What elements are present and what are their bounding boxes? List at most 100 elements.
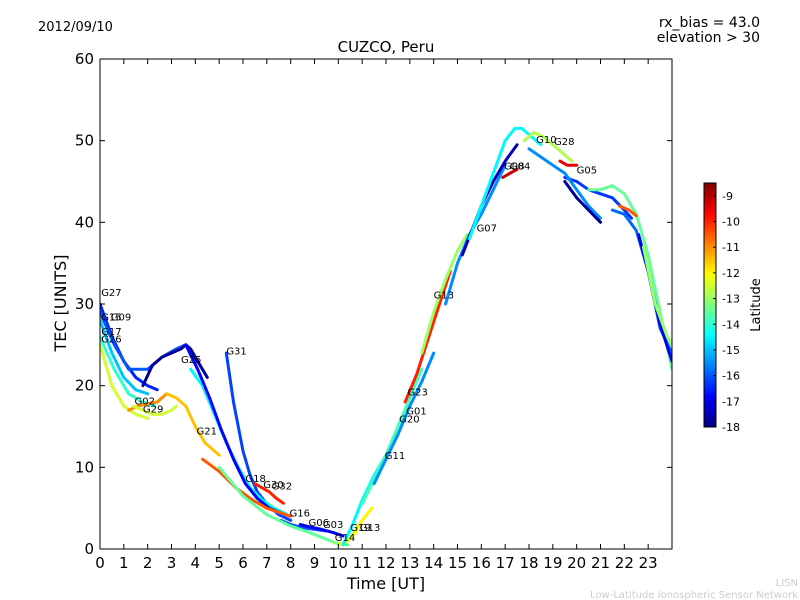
- colorbar-label: Latitude: [749, 278, 764, 332]
- satellite-label: G15: [101, 312, 121, 323]
- satellite-label: G16: [289, 508, 309, 519]
- series-line-g28-28: [522, 131, 574, 163]
- colorbar-tick-label: -10: [722, 216, 740, 229]
- y-tick-label: 20: [75, 377, 94, 395]
- y-axis-label: TEC [UNITS]: [51, 255, 70, 353]
- x-tick-label: 20: [567, 554, 586, 572]
- x-tick-label: 5: [214, 554, 224, 572]
- colorbar-tick-label: -15: [722, 344, 740, 357]
- chart-title: CUZCO, Peru: [338, 38, 435, 56]
- elevation-label: elevation > 30: [657, 30, 760, 46]
- y-tick-label: 50: [75, 132, 94, 150]
- satellite-label: G05: [577, 165, 597, 176]
- x-axis-label: Time [UT]: [346, 574, 425, 593]
- colorbar-tick-label: -14: [722, 318, 740, 331]
- satellite-label: G08: [504, 161, 524, 172]
- y-tick-label: 30: [75, 295, 94, 313]
- x-tick-label: 23: [639, 554, 658, 572]
- series-line-g15-1: [100, 318, 150, 396]
- x-tick-label: 4: [191, 554, 201, 572]
- satellite-label: G07: [477, 223, 497, 234]
- satellite-label: G27: [101, 288, 121, 299]
- series-line-g01-21: [372, 351, 436, 486]
- satellite-label: G13: [434, 290, 454, 301]
- date-label: 2012/09/10: [38, 20, 113, 35]
- satellite-label: G18: [245, 474, 265, 485]
- colorbar-tick-label: -12: [722, 267, 740, 280]
- satellite-label: G32: [272, 481, 292, 492]
- x-tick-label: 2: [143, 554, 153, 572]
- satellite-label: G13: [360, 523, 380, 534]
- satellite-label: G17: [101, 327, 121, 338]
- satellite-label: G02: [135, 396, 155, 407]
- plot-frame: [99, 58, 673, 550]
- series-line-unlabeled-30: [527, 147, 602, 220]
- satellite-label: G09: [111, 312, 131, 323]
- colorbar-tick-label: -17: [722, 395, 740, 408]
- x-tick-label: 12: [376, 554, 395, 572]
- series-line-g30-11: [184, 343, 283, 515]
- colorbar-tick-label: -18: [722, 421, 740, 434]
- series-line-g04-26: [501, 167, 519, 179]
- satellite-label: G29: [143, 405, 163, 416]
- series-line-g13-23: [420, 233, 469, 355]
- x-tick-label: 3: [167, 554, 177, 572]
- x-tick-label: 1: [119, 554, 129, 572]
- satellite-label: G31: [226, 347, 246, 358]
- satellite-label: G25: [181, 355, 201, 366]
- x-tick-label: 11: [353, 554, 372, 572]
- x-tick-label: 10: [329, 554, 348, 572]
- series-line-unlabeled-33: [587, 184, 672, 371]
- series-line-g10-27: [467, 126, 543, 241]
- series-line-g26-4: [100, 343, 150, 420]
- satellite-label: G14: [335, 533, 355, 544]
- series-line-g21-8: [165, 392, 221, 457]
- series-line-unlabeled-37: [641, 245, 672, 347]
- series-line-unlabeled-32: [558, 159, 579, 167]
- satellite-label: G03: [323, 520, 343, 531]
- series-line-g03-15: [298, 523, 345, 538]
- series-line-g16-13: [201, 457, 293, 518]
- colorbar-tick-label: -9: [722, 190, 733, 203]
- series-line-g32-12: [253, 482, 285, 505]
- x-tick-label: 22: [615, 554, 634, 572]
- satellite-label: G30: [263, 480, 283, 491]
- x-tick-label: 13: [400, 554, 419, 572]
- y-tick-label: 0: [84, 540, 94, 558]
- footer-network-full: Low-Latitude Ionospheric Sensor Network: [590, 590, 798, 600]
- satellite-label: G01: [406, 406, 426, 417]
- series-line-unlabeled-35: [618, 204, 638, 218]
- x-tick-label: 14: [424, 554, 443, 572]
- series-line-g29-6: [131, 404, 178, 416]
- footer-network-short: LISN: [776, 578, 798, 589]
- colorbar-tick-label: -16: [722, 370, 740, 383]
- y-tick-label: 10: [75, 458, 94, 476]
- series-line-g07-24: [444, 163, 507, 306]
- x-tick-label: 6: [238, 554, 248, 572]
- colorbar-tick-label: -13: [722, 293, 740, 306]
- satellite-label: G19: [350, 523, 370, 534]
- series-line-g23-22: [403, 269, 452, 404]
- satellite-label: G23: [407, 387, 427, 398]
- y-tick-label: 40: [75, 213, 94, 231]
- series-line-unlabeled-31: [563, 180, 602, 224]
- satellite-label: G21: [197, 427, 217, 438]
- x-tick-label: 16: [472, 554, 491, 572]
- series-line-g25-7: [141, 343, 209, 388]
- satellite-label: G28: [554, 137, 574, 148]
- x-tick-label: 18: [519, 554, 538, 572]
- x-tick-label: 19: [543, 554, 562, 572]
- rx-bias-label: rx_bias = 43.0: [659, 15, 760, 31]
- y-tick-label: 60: [75, 50, 94, 68]
- satellite-label: G20: [399, 414, 419, 425]
- colorbar: [703, 182, 717, 428]
- satellite-label: G26: [101, 334, 121, 345]
- satellite-label: G10: [536, 135, 556, 146]
- satellite-label: G11: [385, 451, 405, 462]
- satellite-label: G04: [510, 161, 530, 172]
- satellite-label: G06: [309, 518, 329, 529]
- x-tick-label: 9: [310, 554, 320, 572]
- x-tick-label: 17: [496, 554, 515, 572]
- x-tick-label: 0: [95, 554, 105, 572]
